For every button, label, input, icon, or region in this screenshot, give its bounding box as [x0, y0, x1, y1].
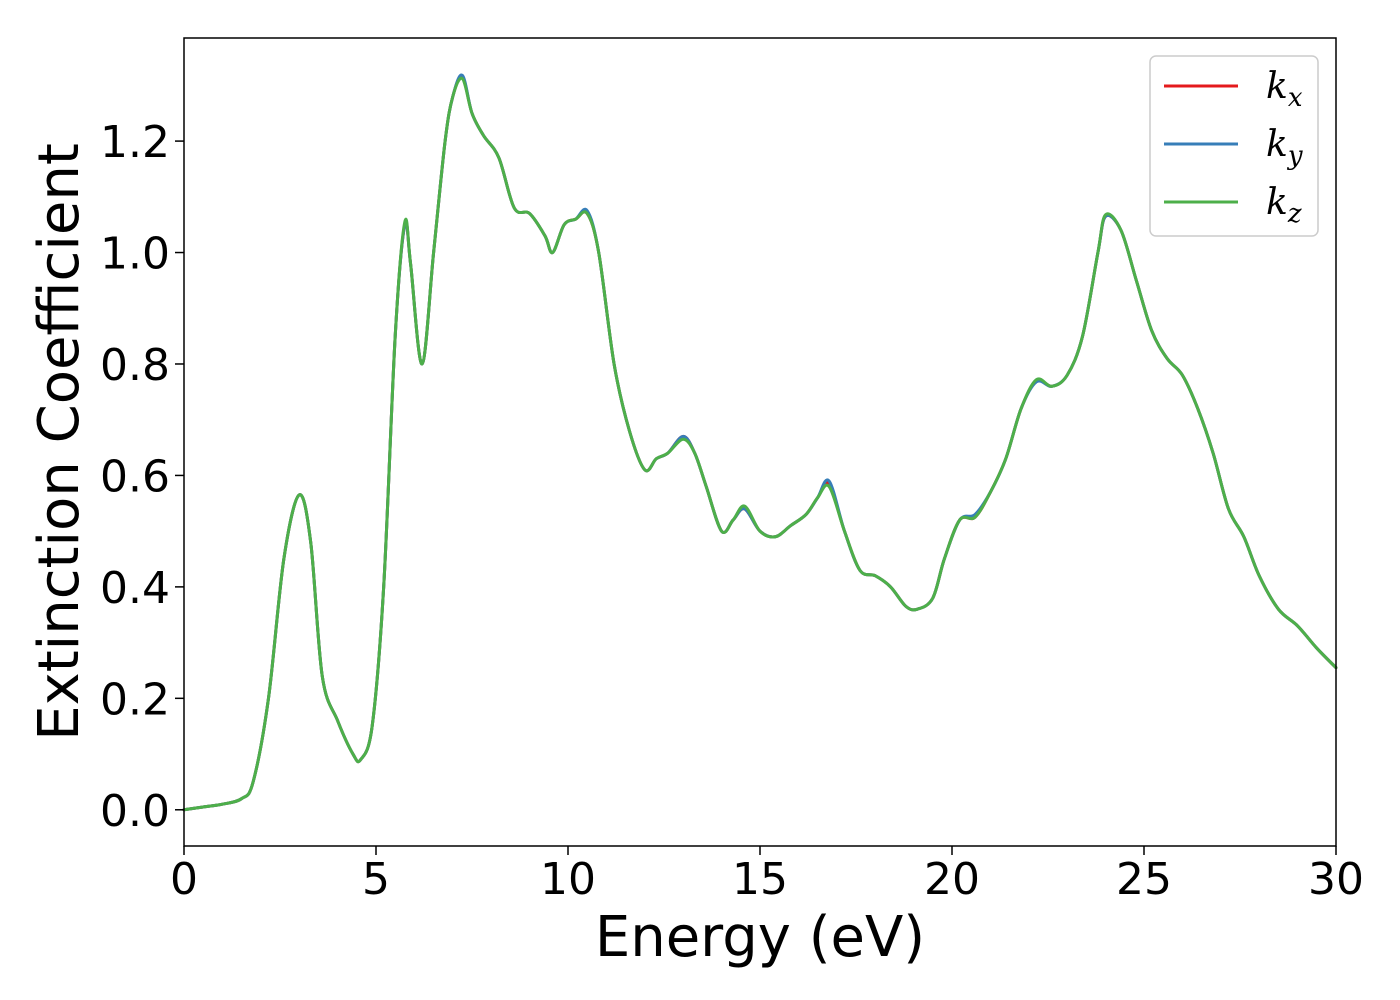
- y-tick-label: 1.2: [100, 117, 170, 168]
- plot-background: [184, 38, 1336, 846]
- x-axis: 0 5 10 15 20 25 30: [170, 846, 1364, 905]
- series-line-z: [182, 76, 1338, 812]
- x-tick-label: 25: [1116, 854, 1172, 905]
- y-tick-label: 0.4: [100, 563, 170, 614]
- x-tick-label: 5: [362, 854, 390, 905]
- y-tick-label: 1.0: [100, 229, 170, 280]
- y-axis: 0.0 0.2 0.4 0.6 0.8 1.0 1.2: [100, 117, 184, 837]
- series-layer: [182, 73, 1338, 812]
- x-tick-label: 10: [540, 854, 596, 905]
- x-tick-label: 0: [170, 854, 198, 905]
- legend-label-x: kx: [1266, 66, 1303, 113]
- y-tick-label: 0.8: [100, 340, 170, 391]
- legend-label-z: kz: [1266, 182, 1302, 229]
- x-tick-label: 30: [1308, 854, 1364, 905]
- y-tick-label: 0.6: [100, 451, 170, 502]
- legend-box: [1149, 55, 1319, 237]
- x-tick-label: 20: [924, 854, 980, 905]
- y-tick-label: 0.2: [100, 674, 170, 725]
- y-tick-label: 0.0: [100, 786, 170, 837]
- legend: kx ky kz: [1149, 55, 1319, 237]
- legend-label-y: ky: [1266, 124, 1303, 171]
- x-axis-title: Energy (eV): [595, 905, 925, 970]
- x-tick-label: 15: [732, 854, 788, 905]
- y-axis-title: Extinction Coefficient: [27, 143, 92, 741]
